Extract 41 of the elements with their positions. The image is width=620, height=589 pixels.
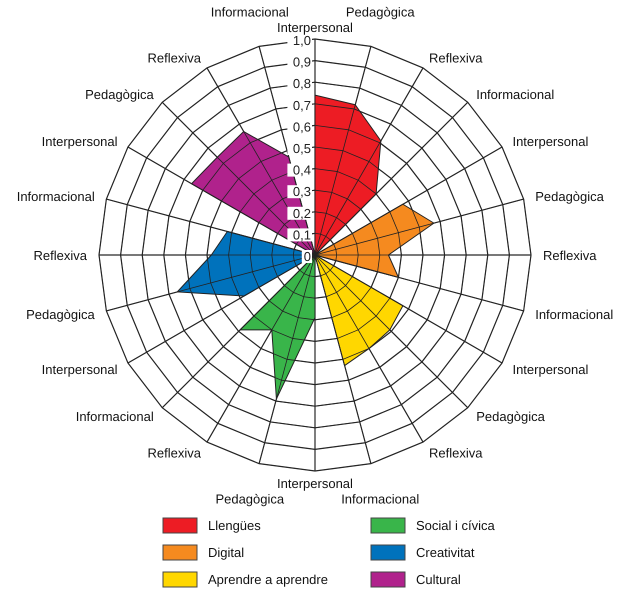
- spoke-label: Interpersonal: [277, 20, 354, 35]
- y-tick-label: 1,0: [292, 33, 311, 48]
- y-tick-label: 0,8: [292, 76, 311, 92]
- y-tick-label: 0,4: [292, 162, 311, 178]
- y-tick-label: 0,7: [292, 98, 311, 113]
- legend-label: Aprendre a aprendre: [208, 572, 328, 587]
- spoke-label: Informacional: [16, 188, 95, 204]
- legend-label: Digital: [208, 545, 244, 560]
- spoke-label: Pedagògica: [346, 4, 416, 20]
- spoke-label: Reflexiva: [34, 248, 88, 263]
- spoke-label: Informacional: [476, 86, 554, 102]
- y-tick-label: 0,5: [292, 141, 311, 156]
- spoke-label: Pedagògica: [215, 491, 285, 506]
- y-tick-label: 0,9: [292, 54, 311, 70]
- y-tick-label: 0: [304, 249, 311, 264]
- spoke-label: Pedagògica: [476, 409, 546, 424]
- spoke-label: Interpersonal: [512, 362, 588, 377]
- spoke-label: Pedagògica: [535, 188, 605, 204]
- spoke-label: Informacional: [76, 409, 154, 424]
- spoke-label: Reflexiva: [429, 50, 484, 66]
- spoke-label: Informacional: [341, 491, 420, 506]
- spoke-label: Informacional: [535, 307, 614, 322]
- y-tick-label: 0,1: [292, 227, 311, 242]
- spoke-label: Reflexiva: [148, 50, 202, 66]
- spoke-label: Reflexiva: [429, 445, 484, 460]
- legend-label: Creativitat: [416, 545, 475, 560]
- spoke-label: Informacional: [210, 4, 289, 20]
- y-tick-label: 0,6: [292, 119, 311, 134]
- spoke-label: Reflexiva: [543, 248, 598, 263]
- spoke-label: Pedagògica: [26, 307, 96, 322]
- y-tick-label: 0,3: [292, 184, 311, 200]
- spoke-label: Reflexiva: [148, 445, 202, 460]
- legend-label: Social i cívica: [416, 518, 496, 533]
- y-tick-label: 0,2: [292, 206, 311, 221]
- spoke-label: Interpersonal: [42, 134, 118, 149]
- spoke-label: Interpersonal: [512, 134, 588, 149]
- spoke-label: Pedagògica: [85, 86, 155, 102]
- legend-label: Cultural: [416, 572, 461, 587]
- spoke-label: Interpersonal: [42, 362, 118, 377]
- legend-label: Llengües: [208, 518, 262, 533]
- spoke-label: Interpersonal: [277, 476, 354, 491]
